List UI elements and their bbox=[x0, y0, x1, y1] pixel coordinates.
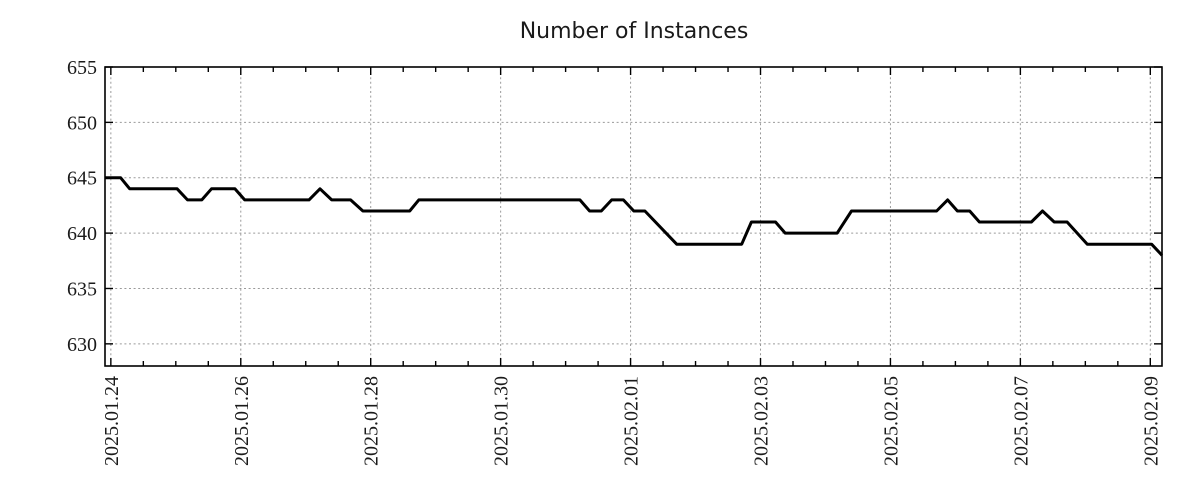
x-tick-label: 2025.01.26 bbox=[231, 376, 253, 466]
y-tick-label: 635 bbox=[67, 278, 97, 300]
x-tick-label: 2025.02.05 bbox=[880, 376, 902, 466]
tick-marks bbox=[105, 66, 1162, 366]
y-tick-label: 640 bbox=[67, 223, 97, 245]
x-tick-label: 2025.01.30 bbox=[491, 376, 513, 466]
gridlines bbox=[106, 68, 1161, 365]
chart-title: Number of Instances bbox=[520, 19, 749, 44]
axes-frame bbox=[104, 66, 1163, 367]
x-tick-label: 2025.02.01 bbox=[621, 376, 643, 466]
x-tick-label: 2025.02.09 bbox=[1140, 376, 1162, 466]
x-tick-label: 2025.02.03 bbox=[751, 376, 773, 466]
y-tick-label: 645 bbox=[67, 168, 97, 190]
y-tick-label: 650 bbox=[67, 112, 97, 134]
x-tick-label: 2025.01.28 bbox=[361, 376, 383, 466]
y-tick-label: 630 bbox=[67, 334, 97, 356]
x-tick-labels: 2025.01.24 2025.01.26 2025.01.28 2025.01.30… bbox=[101, 376, 1162, 466]
y-tick-label: 655 bbox=[67, 57, 97, 79]
plot-border bbox=[104, 66, 1163, 367]
x-tick-label: 2025.01.24 bbox=[101, 376, 123, 466]
x-tick-label: 2025.02.07 bbox=[1010, 376, 1032, 466]
data-series bbox=[105, 176, 1164, 257]
y-tick-labels: 655 650 645 640 635 630 bbox=[67, 57, 97, 356]
series-polyline bbox=[105, 176, 1164, 257]
